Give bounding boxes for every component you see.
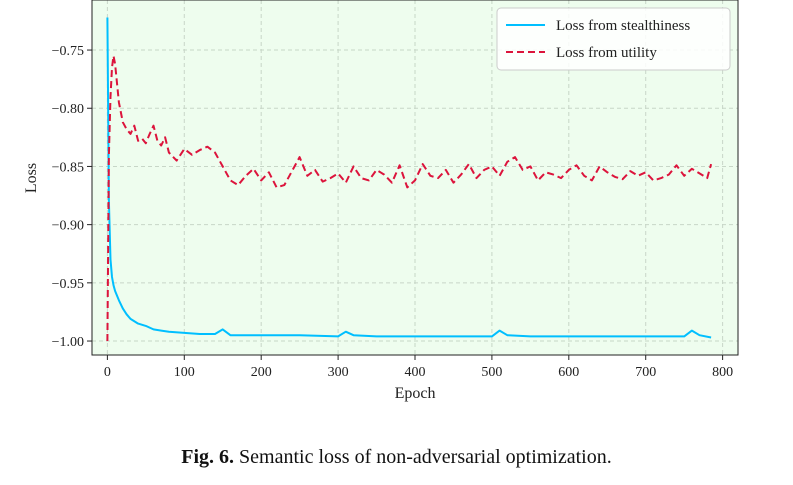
series-line-stealthiness [106, 17, 712, 339]
x-tick-label: 300 [328, 365, 349, 380]
caption-label: Fig. 6. [181, 446, 235, 468]
y-axis-label: Loss [23, 163, 40, 193]
y-tick-label: −1.00 [52, 335, 84, 350]
series-lines [106, 17, 713, 342]
legend-label-stealthiness: Loss from stealthiness [556, 18, 690, 34]
x-tick-label: 0 [104, 365, 111, 380]
legend-box [496, 7, 731, 71]
x-tick-label: 200 [251, 365, 272, 380]
legend: Loss from stealthiness Loss from utility [496, 7, 731, 71]
legend-label-utility: Loss from utility [556, 45, 657, 61]
series-line-utility [106, 54, 713, 342]
x-tick-label: 600 [558, 365, 579, 380]
x-tick-label: 700 [635, 365, 656, 380]
x-tick-label: 500 [481, 365, 502, 380]
x-tick-label: 400 [405, 365, 426, 380]
x-axis-label: Epoch [395, 385, 436, 402]
axis-ticks: 0 100 200 300 400 500 600 700 800 −1.00 −0.95 −0.90… [52, 44, 734, 380]
x-tick-label: 800 [712, 365, 733, 380]
caption-text: Semantic loss of non-adversarial optimiz… [239, 446, 612, 468]
y-tick-label: −0.75 [52, 44, 84, 59]
y-tick-label: −0.90 [52, 219, 84, 234]
figure-caption: Fig. 6. Semantic loss of non-adversarial… [0, 446, 793, 469]
y-tick-label: −0.85 [52, 160, 84, 175]
x-tick-label: 100 [174, 365, 195, 380]
y-tick-label: −0.95 [52, 277, 84, 292]
y-tick-label: −0.80 [52, 102, 84, 117]
